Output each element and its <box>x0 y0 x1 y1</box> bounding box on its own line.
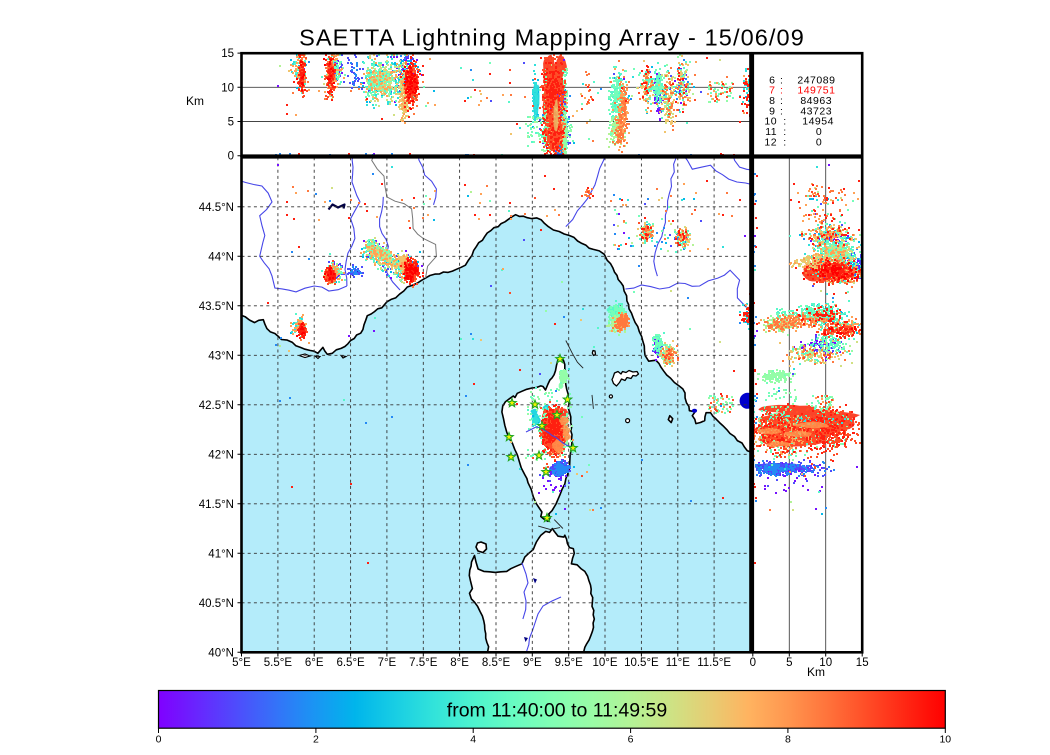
svg-text::: : <box>780 74 783 86</box>
svg-text:40.5°N: 40.5°N <box>199 598 234 610</box>
svg-text:6: 6 <box>769 74 775 86</box>
svg-text:10: 10 <box>939 734 951 746</box>
svg-text:14954: 14954 <box>802 116 834 128</box>
svg-text:10: 10 <box>819 657 832 669</box>
svg-text:11°E: 11°E <box>666 657 691 669</box>
svg-text:2: 2 <box>313 734 319 746</box>
svg-text:Km: Km <box>186 94 204 108</box>
svg-text:15: 15 <box>856 657 869 669</box>
svg-text:Km: Km <box>807 665 825 679</box>
svg-text:6°E: 6°E <box>305 657 324 669</box>
svg-text:41.5°N: 41.5°N <box>199 499 234 511</box>
svg-text::: : <box>780 95 783 107</box>
svg-text:0: 0 <box>816 136 822 148</box>
svg-text:11: 11 <box>765 126 777 138</box>
svg-text:11.5°E: 11.5°E <box>697 657 731 669</box>
svg-text:from 11:40:00 to 11:49:59: from 11:40:00 to 11:49:59 <box>447 700 667 722</box>
svg-text:8: 8 <box>769 95 775 107</box>
svg-text:9: 9 <box>769 105 775 117</box>
svg-text:15: 15 <box>221 48 234 60</box>
svg-text:5: 5 <box>228 117 234 129</box>
svg-text:10: 10 <box>764 116 777 128</box>
svg-text:40°N: 40°N <box>208 647 234 659</box>
svg-text:9°E: 9°E <box>523 657 542 669</box>
svg-text:6.5°E: 6.5°E <box>336 657 365 669</box>
svg-text:4: 4 <box>470 734 476 746</box>
svg-text:5°E: 5°E <box>232 657 251 669</box>
svg-text:43.5°N: 43.5°N <box>199 301 234 313</box>
svg-text:8°E: 8°E <box>450 657 469 669</box>
svg-text:10°E: 10°E <box>592 657 617 669</box>
svg-text::: : <box>783 126 786 138</box>
svg-text::: : <box>783 136 786 148</box>
svg-text:0: 0 <box>750 657 756 669</box>
svg-text:5.5°E: 5.5°E <box>264 657 293 669</box>
svg-text:84963: 84963 <box>800 95 832 107</box>
svg-text:SAETTA Lightning Mapping Array: SAETTA Lightning Mapping Array - 15/06/0… <box>299 25 805 51</box>
svg-text:43723: 43723 <box>800 105 832 117</box>
svg-text:12: 12 <box>764 136 777 148</box>
svg-text:8: 8 <box>785 734 791 746</box>
svg-text::: : <box>780 85 783 97</box>
svg-text:10: 10 <box>221 82 234 94</box>
svg-text:44.5°N: 44.5°N <box>199 202 234 214</box>
svg-text:42°N: 42°N <box>208 449 234 461</box>
svg-text:8.5°E: 8.5°E <box>482 657 511 669</box>
svg-text:42.5°N: 42.5°N <box>199 400 234 412</box>
svg-text:7: 7 <box>769 85 775 97</box>
svg-text:7.5°E: 7.5°E <box>409 657 438 669</box>
svg-text:43°N: 43°N <box>208 350 234 362</box>
svg-text::: : <box>780 105 783 117</box>
svg-text:0: 0 <box>156 734 162 746</box>
svg-text:149751: 149751 <box>797 85 835 97</box>
svg-text:0: 0 <box>816 126 822 138</box>
svg-text:41°N: 41°N <box>208 548 234 560</box>
svg-text:5: 5 <box>786 657 792 669</box>
svg-text::: : <box>783 116 786 128</box>
svg-text:0: 0 <box>228 151 234 163</box>
svg-text:247089: 247089 <box>797 74 835 86</box>
svg-text:9.5°E: 9.5°E <box>555 657 584 669</box>
svg-text:6: 6 <box>628 734 634 746</box>
svg-text:10.5°E: 10.5°E <box>624 657 659 669</box>
svg-text:44°N: 44°N <box>208 251 234 263</box>
svg-text:7°E: 7°E <box>378 657 397 669</box>
